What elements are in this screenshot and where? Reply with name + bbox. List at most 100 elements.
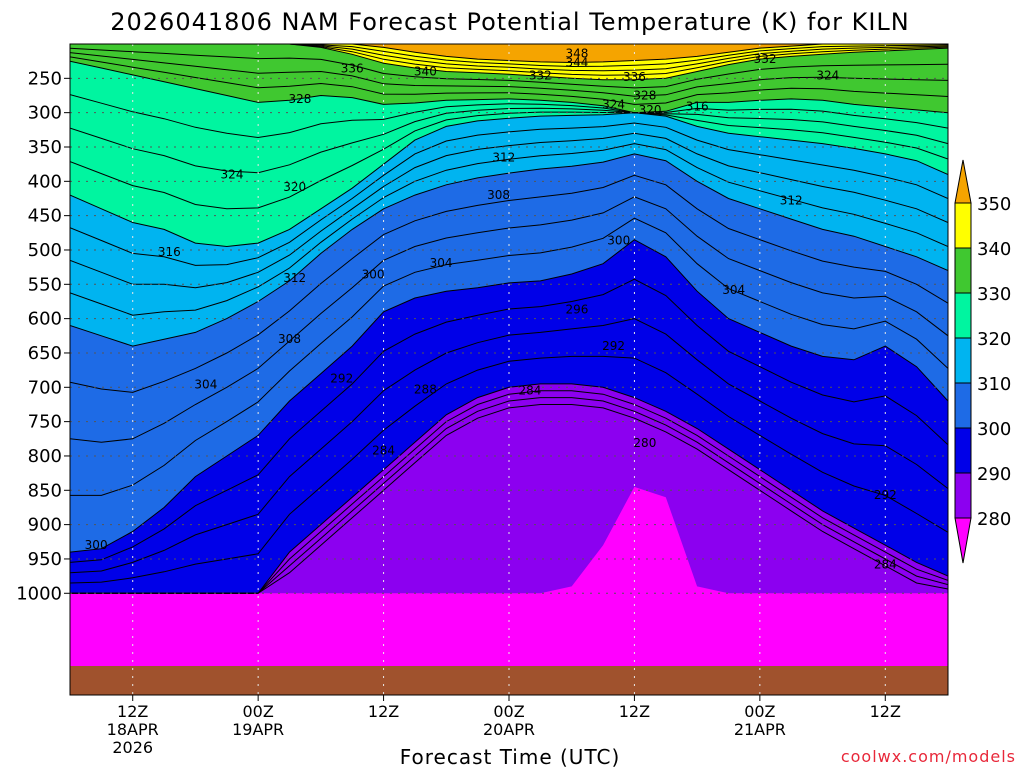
x-tick-label: 12Z (117, 702, 148, 721)
y-axis: 250 300 350 400 450 500 550 600 650 700 750 800 850 9… (16, 68, 70, 604)
legend-swatch (954, 517, 972, 564)
x-tick-label: 12Z (368, 702, 399, 721)
contour-label: 316 (158, 245, 181, 259)
contour-label: 312 (780, 194, 803, 208)
contour-line (70, 44, 948, 72)
contour-label: 328 (633, 88, 656, 102)
contour-label: 288 (414, 382, 437, 396)
contour-label: 300 (607, 233, 630, 247)
x-axis-title: Forecast Time (UTC) (400, 745, 621, 768)
contour-label: 280 (633, 436, 656, 450)
contour-label: 312 (283, 271, 306, 285)
contour-line (70, 47, 948, 89)
x-tick-label: 21APR (734, 720, 786, 739)
y-tick-label: 750 (28, 412, 62, 433)
contour-label: 316 (686, 99, 709, 113)
temperature-bands (70, 44, 948, 695)
contour-label: 332 (754, 52, 777, 66)
contour-label: 320 (639, 103, 662, 117)
x-tick-label: 00Z (493, 702, 524, 721)
legend-label: 280 (977, 509, 1011, 530)
contour-label: 324 (221, 167, 244, 181)
x-tick-label: 12Z (870, 702, 901, 721)
contour-line (70, 355, 948, 584)
contour-label: 320 (283, 180, 306, 194)
legend-label: 310 (977, 374, 1011, 395)
x-tick-label: 19APR (232, 720, 284, 739)
y-tick-label: 700 (28, 377, 62, 398)
contour-label: 332 (529, 69, 552, 83)
legend-label: 340 (977, 239, 1011, 260)
y-tick-label: 800 (28, 446, 62, 467)
y-tick-label: 300 (28, 103, 62, 124)
contour-line (70, 111, 948, 210)
x-tick-label: 18APR (107, 720, 159, 739)
legend-label: 330 (977, 284, 1011, 305)
contour-line (70, 404, 948, 594)
y-tick-label: 600 (28, 309, 62, 330)
contour-line (70, 44, 948, 68)
contour-line (70, 132, 948, 289)
contour-label: 284 (874, 557, 897, 571)
contour-line (70, 52, 948, 97)
contour-label: 300 (85, 538, 108, 552)
y-tick-label: 650 (28, 343, 62, 364)
legend-label: 290 (977, 464, 1011, 485)
contour-label: 348 (565, 47, 588, 61)
x-tick-label: 20APR (483, 720, 535, 739)
contour-label: 336 (341, 62, 364, 76)
y-tick-label: 1000 (16, 583, 62, 604)
legend-swatch (954, 472, 972, 519)
y-tick-label: 900 (28, 515, 62, 536)
legend-swatch (954, 382, 972, 429)
legend-swatch (954, 159, 972, 204)
contour-label: 308 (487, 188, 510, 202)
contour-line (70, 112, 948, 248)
y-tick-label: 850 (28, 480, 62, 501)
contour-line (70, 44, 948, 81)
legend-swatch (954, 202, 972, 249)
contour-line (70, 174, 948, 393)
contour-label: 292 (874, 488, 897, 502)
band-below-280 (70, 486, 948, 695)
credit-text: coolwx.com/models (841, 747, 1016, 766)
contour-label: 324 (602, 97, 625, 111)
y-tick-label: 950 (28, 549, 62, 570)
contour-label: 284 (518, 384, 541, 398)
x-tick-label: 00Z (242, 702, 273, 721)
contour-line (70, 143, 948, 316)
y-tick-label: 450 (28, 206, 62, 227)
legend-swatch (954, 292, 972, 339)
legend-swatch (954, 247, 972, 294)
contour-label: 304 (194, 378, 217, 392)
x-tick-label: 12Z (619, 702, 650, 721)
legend-label: 300 (977, 419, 1011, 440)
contour-label: 284 (372, 443, 395, 457)
contour-label: 328 (288, 92, 311, 106)
x-tick-label: 00Z (744, 702, 775, 721)
contour-label: 336 (623, 70, 646, 84)
contour-label: 296 (565, 303, 588, 317)
y-tick-label: 350 (28, 137, 62, 158)
contour-label: 300 (362, 268, 385, 282)
ground-surface (70, 666, 948, 695)
chart-title: 2026041806 NAM Forecast Potential Temper… (110, 8, 910, 36)
contour-line (70, 122, 948, 266)
y-tick-label: 400 (28, 171, 62, 192)
legend-swatch (954, 427, 972, 474)
contour-label: 304 (722, 283, 745, 297)
contour-line (70, 60, 948, 114)
contour-line (70, 239, 948, 553)
y-tick-label: 500 (28, 240, 62, 261)
contour-line (70, 318, 948, 574)
contour-label: 312 (492, 150, 515, 164)
contour-line (70, 44, 948, 76)
legend-label: 350 (977, 194, 1011, 215)
contour-line (70, 217, 948, 496)
color-legend: 350 340 330 320 310 300 290 280 (954, 159, 1011, 564)
contour-label: 344 (565, 56, 588, 70)
contour-line (70, 94, 948, 139)
